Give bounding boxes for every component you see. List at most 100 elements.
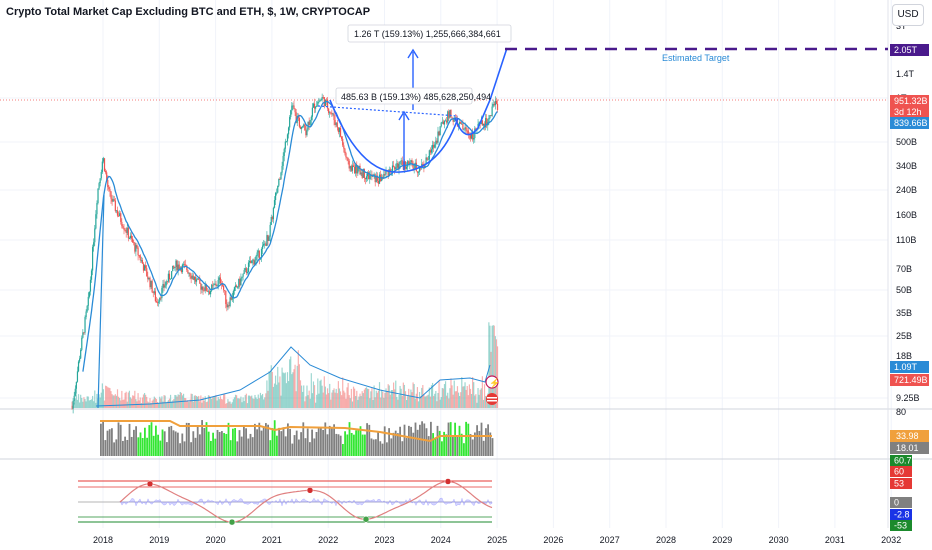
volume-bar (130, 398, 133, 408)
volume-bar (367, 388, 369, 408)
candle-body (490, 115, 492, 117)
volume-bar (315, 402, 317, 408)
time-axis-label: 2027 (600, 535, 620, 545)
volume-bar (233, 397, 236, 408)
price-axis-label: 35B (896, 308, 912, 318)
candle-body (436, 140, 438, 143)
candle-body (236, 285, 238, 288)
candle-body (73, 395, 75, 401)
candle-body (134, 242, 136, 252)
stoch-bar (174, 431, 177, 456)
stoch-bar (201, 420, 203, 456)
candle-body (438, 131, 440, 136)
chart-title: Crypto Total Market Cap Excluding BTC an… (6, 6, 371, 18)
candle-body (267, 235, 269, 241)
volume-bar (473, 382, 475, 408)
volume-bar (84, 399, 86, 408)
time-axis-label: 2022 (318, 535, 338, 545)
volume-bar (135, 399, 137, 408)
candle-body (176, 260, 178, 271)
time-axis[interactable]: 2018 2019 2020 2021 2022 2023 2024 2025 2026 2027… (93, 535, 901, 545)
candle-body (388, 169, 390, 177)
candle-body (416, 171, 419, 173)
volume-bar (210, 397, 212, 408)
volume-bar (108, 387, 110, 408)
candle-body (88, 291, 90, 297)
candle-body (117, 215, 120, 217)
volume-bar (243, 401, 245, 408)
price-axis-label: 9.25B (896, 393, 920, 403)
volume-bar (119, 398, 121, 408)
price-axis-label: 3T (896, 21, 907, 31)
volume-bar (221, 399, 224, 408)
candle-body (99, 178, 101, 184)
candle-body (145, 265, 147, 269)
candle-body (169, 278, 172, 280)
volume-bar (188, 402, 190, 408)
candle-body (204, 284, 206, 291)
candle-body (328, 108, 330, 113)
candle-body (443, 120, 446, 125)
volume-bar (255, 397, 257, 408)
volume-bar (93, 401, 95, 408)
candle-body (381, 176, 383, 182)
stoch-bar (298, 439, 300, 456)
volume-bar (194, 395, 197, 408)
price-axis[interactable]: 3T1.4T1T500B340B240B160B110B70B50B35B25B… (896, 21, 920, 417)
stoch-bar (212, 432, 214, 456)
price-axis-label: 340B (896, 161, 917, 171)
volume-bar (405, 399, 408, 408)
stoch-bar (269, 440, 272, 456)
candle-body (433, 144, 435, 148)
stoch-bar (192, 431, 195, 456)
stoch-bar (335, 433, 338, 456)
volume-bar (186, 400, 188, 408)
volume-bar (163, 395, 165, 408)
candle-body (319, 100, 321, 102)
volume-bar (465, 389, 467, 408)
ma-spike-line (97, 194, 105, 409)
flag-stripe (487, 400, 497, 402)
candle-body (210, 290, 212, 295)
stoch-bar (333, 424, 335, 456)
candle-body (208, 291, 211, 295)
stoch-bar (388, 428, 390, 456)
candle-body (362, 168, 364, 178)
volume-bar (344, 392, 346, 408)
candle-body (166, 281, 168, 283)
stoch-bar (287, 423, 289, 456)
stoch-bar (115, 439, 118, 456)
upper-measure-label: 1.26 T (159.13%) 1,255,666,384,661 (354, 29, 501, 39)
volume-bar (326, 388, 329, 408)
candle-body (281, 165, 283, 173)
price-axis-label: 240B (896, 185, 917, 195)
stoch-bar (337, 434, 340, 456)
stoch-bar (295, 430, 298, 456)
time-axis-label: 2029 (712, 535, 732, 545)
candle-body (304, 124, 306, 131)
time-axis-label: 2025 (487, 535, 507, 545)
candle-body (401, 160, 403, 165)
volume-bar (214, 396, 216, 408)
candle-body (463, 128, 465, 130)
stoch-bar (119, 424, 122, 456)
volume-bar (424, 396, 426, 408)
candle-body (109, 189, 111, 192)
candle-body (286, 134, 289, 142)
stoch-bar (309, 442, 311, 456)
candle-body (478, 122, 480, 125)
volume-bar (373, 385, 375, 408)
time-axis-label: 2021 (262, 535, 282, 545)
currency-button[interactable]: USD (892, 4, 924, 26)
price-axis-label: 1.4T (896, 69, 915, 79)
volume-bar (342, 377, 344, 408)
stoch-bar (405, 438, 408, 456)
candle-body (452, 119, 454, 122)
stoch-bar (218, 431, 221, 456)
candle-body (189, 272, 191, 277)
volume-bar (82, 401, 84, 408)
volume-bar (248, 395, 251, 408)
candle-body (97, 188, 99, 204)
stoch-bar (379, 441, 382, 456)
